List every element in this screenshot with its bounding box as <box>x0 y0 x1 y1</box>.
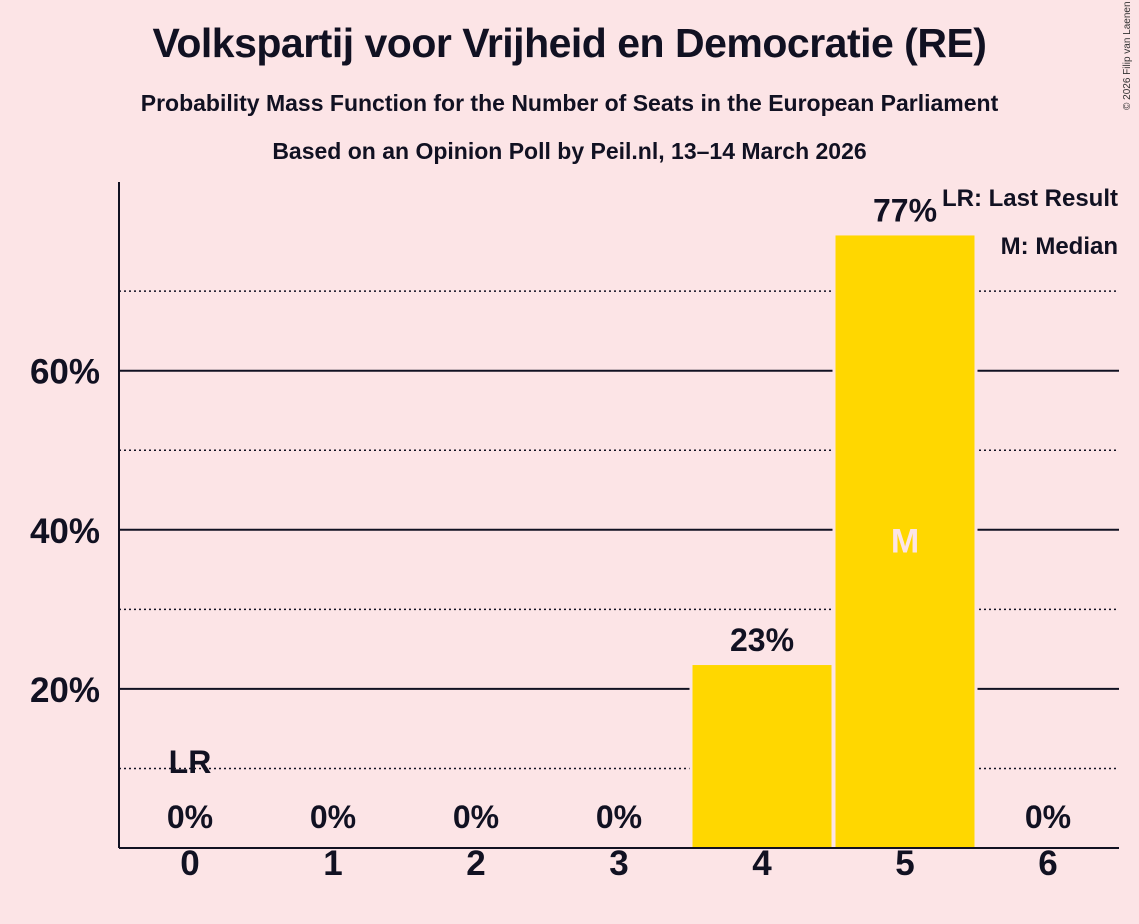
median-marker: M <box>891 523 919 561</box>
data-labels: 0% LR 0% 0% 0% 23% 77% M 0% <box>167 192 1071 835</box>
y-tick-label: 60% <box>30 353 100 392</box>
x-tick-label: 5 <box>895 844 914 883</box>
data-label-seats-4: 23% <box>730 622 794 658</box>
data-label-seats-2: 0% <box>453 799 499 835</box>
legend-median: M: Median <box>1000 233 1118 260</box>
data-label-seats-5: 77% <box>873 192 937 228</box>
legend-last-result: LR: Last Result <box>941 185 1118 212</box>
data-label-seats-0: 0% <box>167 799 213 835</box>
bar-seats-5 <box>835 235 975 849</box>
y-tick-label: 20% <box>30 671 100 710</box>
chart-source-line: Based on an Opinion Poll by Peil.nl, 13–… <box>272 138 867 164</box>
axes: 20% 40% 60% 0 1 2 3 4 5 6 <box>30 182 1119 883</box>
bar-seats-4 <box>692 665 832 848</box>
data-label-seats-6: 0% <box>1025 799 1071 835</box>
y-tick-label: 40% <box>30 512 100 551</box>
x-tick-label: 2 <box>466 844 485 883</box>
chart-subtitle: Probability Mass Function for the Number… <box>140 90 999 116</box>
x-tick-label: 0 <box>180 844 199 883</box>
last-result-marker: LR <box>169 744 212 780</box>
bars <box>689 235 978 849</box>
data-label-seats-1: 0% <box>310 799 356 835</box>
x-tick-label: 6 <box>1038 844 1057 883</box>
x-tick-label: 1 <box>323 844 342 883</box>
data-label-seats-3: 0% <box>596 799 642 835</box>
chart-title: Volkspartij voor Vrijheid en Democratie … <box>152 20 987 66</box>
x-tick-label: 3 <box>609 844 628 883</box>
x-tick-label: 4 <box>752 844 772 883</box>
